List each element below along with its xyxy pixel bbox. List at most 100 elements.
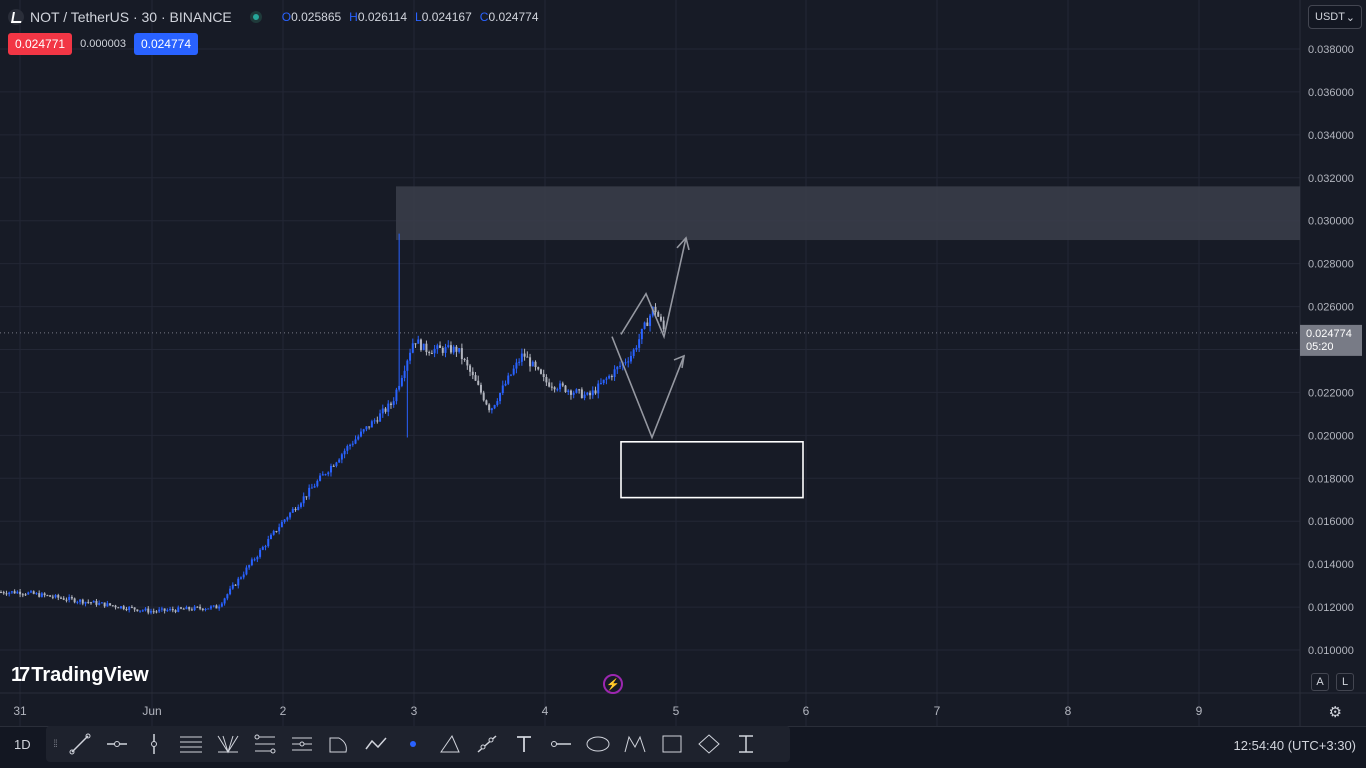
candle-body	[177, 607, 180, 612]
ohlc-values: O0.025865 H0.026114 L0.024167 C0.024774	[282, 10, 539, 24]
candle-body	[305, 496, 308, 498]
time-tick-label: 5	[673, 704, 680, 718]
candle-body	[559, 383, 562, 390]
candle-body	[406, 360, 409, 371]
lightning-icon[interactable]: ⚡	[603, 674, 623, 694]
timeframe-button[interactable]: 1D	[14, 737, 31, 752]
candle-body	[256, 556, 259, 560]
trend-line-icon[interactable]	[62, 728, 97, 760]
sell-button[interactable]: 0.024771	[8, 33, 73, 55]
candle-body	[109, 603, 112, 606]
price-tick-label: 0.026000	[1308, 302, 1354, 314]
candle-body	[455, 346, 458, 352]
gear-icon[interactable]: ⚙	[1328, 704, 1342, 721]
candle-body	[376, 420, 379, 422]
candle-body	[583, 394, 586, 399]
candle-body	[49, 595, 52, 597]
market-open-dot-icon	[249, 11, 262, 23]
horizontal-ray-icon[interactable]	[99, 728, 134, 760]
candle-body	[114, 605, 117, 608]
candle-body	[572, 392, 575, 395]
spread-value: 0.000003	[80, 38, 126, 50]
candle-body	[589, 392, 592, 396]
clock[interactable]: 12:54:40 (UTC+3:30)	[1233, 738, 1356, 753]
candle-body	[79, 599, 82, 602]
candle-body	[627, 361, 630, 363]
candle-body	[8, 592, 11, 595]
candle-body	[649, 315, 652, 326]
currency-select[interactable]: USDT ⌄	[1308, 5, 1362, 29]
price-tick-label: 0.010000	[1308, 645, 1354, 657]
candle-body	[242, 574, 245, 578]
candle-body	[43, 593, 46, 596]
candle-body	[199, 606, 202, 609]
candle-body	[139, 610, 142, 612]
ellipse-icon[interactable]	[580, 728, 615, 760]
candle-body	[488, 404, 491, 411]
candle-body	[349, 444, 352, 447]
candle-body	[409, 352, 412, 361]
candle-body	[316, 480, 319, 487]
path-icon[interactable]	[432, 728, 467, 760]
candle-body	[310, 487, 313, 489]
candle-body	[387, 403, 390, 412]
channel-icon[interactable]	[173, 728, 208, 760]
candle-body	[32, 591, 35, 594]
candle-body	[428, 352, 431, 354]
candle-body	[392, 401, 395, 405]
rotated-rectangle-icon[interactable]	[691, 728, 726, 760]
polyline-icon[interactable]	[358, 728, 393, 760]
candle-body	[5, 593, 8, 595]
candle-body	[561, 383, 564, 386]
measure-line-icon[interactable]	[543, 728, 578, 760]
text-icon[interactable]	[506, 728, 541, 760]
candle-body	[477, 380, 480, 385]
price-tick-label: 0.030000	[1308, 216, 1354, 228]
anchored-vwap-icon[interactable]	[728, 728, 763, 760]
candle-body	[553, 387, 556, 390]
candle-body	[430, 353, 433, 355]
pair-title[interactable]: NOT / TetherUS · 30 · BINANCE	[30, 9, 232, 25]
candle-body	[501, 385, 504, 393]
candle-body	[613, 369, 616, 378]
grip-handle-icon[interactable]: ⁞⁞	[53, 738, 58, 750]
candle-body	[125, 609, 128, 611]
candle-body	[267, 539, 270, 547]
drawing-zones	[396, 186, 1300, 499]
pitchfork-icon[interactable]	[210, 728, 245, 760]
candle-body	[130, 606, 133, 608]
vertical-line-icon[interactable]	[136, 728, 171, 760]
candle-body	[569, 390, 572, 395]
candle-body	[59, 597, 62, 599]
rectangle-icon[interactable]	[654, 728, 689, 760]
auto-scale-button[interactable]: A	[1311, 673, 1329, 691]
candle-body	[81, 599, 84, 604]
candle-body	[417, 339, 420, 344]
price-tick-label: 0.032000	[1308, 173, 1354, 185]
fib-retracement-icon[interactable]	[247, 728, 282, 760]
candle-body	[447, 345, 450, 348]
buy-button[interactable]: 0.024774	[133, 33, 199, 55]
tradingview-logo[interactable]: 17 TradingView	[11, 664, 149, 687]
candle-body	[460, 348, 463, 359]
log-scale-button[interactable]: L	[1336, 673, 1354, 691]
candle-body	[340, 454, 343, 460]
candle-body	[190, 609, 193, 611]
candle-body	[518, 361, 521, 363]
symbol-legend[interactable]: NOT / TetherUS · 30 · BINANCE O0.025865 …	[8, 6, 539, 28]
dot-icon[interactable]	[395, 728, 430, 760]
candle-body	[95, 600, 98, 605]
brush-icon[interactable]	[469, 728, 504, 760]
candle-body	[343, 450, 346, 455]
candle-body	[373, 420, 376, 422]
candle-body	[411, 343, 414, 353]
candle-body	[253, 559, 256, 561]
candle-body	[84, 601, 87, 604]
candle-body	[182, 608, 185, 610]
fib-extension-icon[interactable]	[284, 728, 319, 760]
candle-body	[605, 378, 608, 380]
arc-icon[interactable]	[321, 728, 356, 760]
xabcd-pattern-icon[interactable]	[617, 728, 652, 760]
candle-body	[87, 601, 90, 603]
